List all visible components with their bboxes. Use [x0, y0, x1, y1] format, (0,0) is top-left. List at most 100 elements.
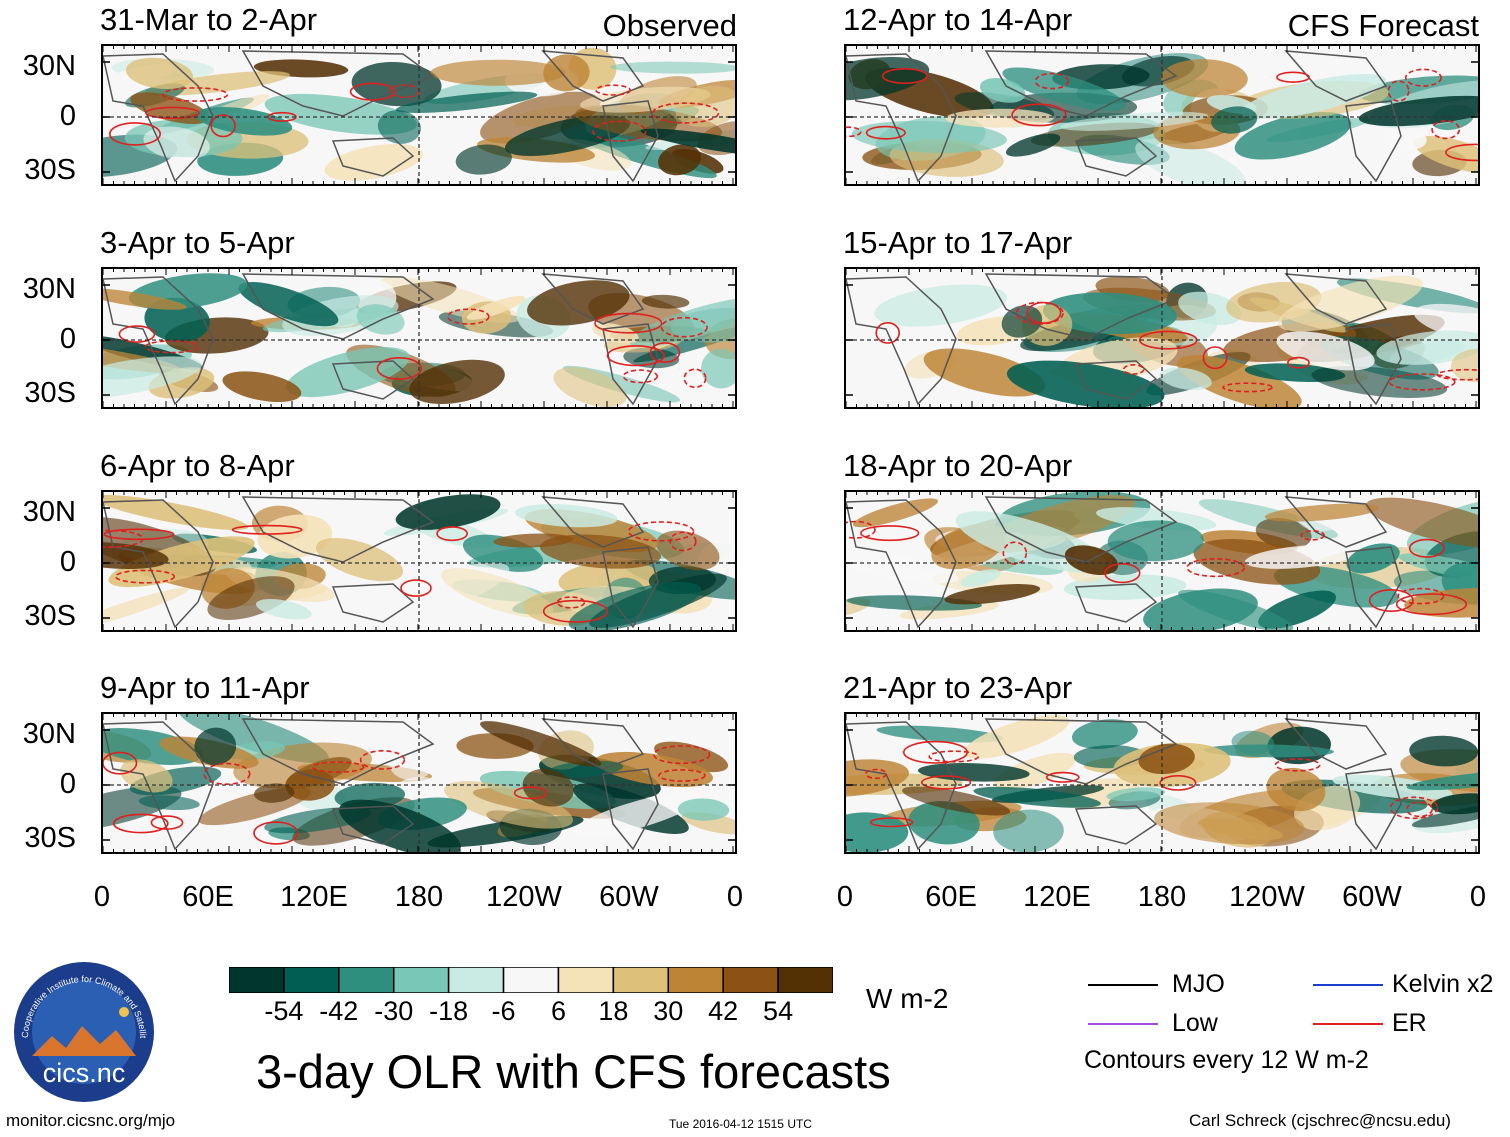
xtick-right-120e: 120E	[1023, 881, 1091, 913]
colorbar-tick-label: 30	[653, 996, 684, 1026]
anomaly-blob	[444, 781, 573, 829]
er-contour	[556, 596, 586, 609]
anomaly-blob	[1276, 331, 1375, 371]
coastline	[984, 273, 1178, 340]
coastline	[1074, 137, 1158, 177]
anomaly-blob	[1240, 73, 1387, 120]
legend-line-low	[1088, 1023, 1158, 1025]
anomaly-blob	[1106, 787, 1166, 802]
xtick-right-180: 180	[1137, 881, 1187, 913]
xtick-left-180: 180	[394, 881, 444, 913]
anomaly-blob	[1413, 136, 1478, 174]
xtick-right-0: 0	[836, 881, 854, 913]
colorbar-swatch	[722, 966, 779, 994]
anomaly-blob	[207, 576, 295, 620]
er-contour	[649, 342, 681, 363]
er-contour	[658, 769, 706, 782]
anomaly-blob	[395, 494, 501, 530]
anomaly-blob	[623, 347, 680, 369]
coastline	[1074, 805, 1158, 845]
forecast-label: CFS Forecast	[1287, 8, 1479, 43]
map-field	[103, 492, 735, 630]
er-contour	[846, 126, 862, 138]
map-field	[103, 714, 735, 852]
er-contour	[881, 67, 928, 84]
er-contour	[660, 316, 708, 338]
anomaly-blob	[539, 534, 662, 569]
anomaly-blob	[522, 768, 574, 807]
anomaly-blob	[1409, 735, 1478, 767]
anomaly-blob	[455, 144, 512, 175]
colorbar-swatch	[667, 966, 724, 994]
er-contour	[400, 579, 432, 597]
er-contour	[150, 815, 184, 830]
er-contour	[1276, 71, 1310, 83]
anomaly-blob	[846, 57, 930, 101]
anomaly-blob	[255, 598, 312, 620]
anomaly-blob	[852, 498, 939, 528]
anomaly-blob	[963, 715, 1070, 759]
anomaly-blob	[1178, 291, 1242, 326]
ytick-0: 0	[59, 768, 76, 800]
anomaly-blob	[874, 284, 1008, 327]
anomaly-blob	[480, 721, 602, 767]
anomaly-blob	[1451, 348, 1478, 383]
anomaly-blob	[254, 783, 295, 803]
er-contour	[921, 775, 972, 790]
coastline	[241, 50, 435, 117]
legend-line-er	[1313, 1023, 1383, 1025]
ytick-0: 0	[59, 323, 76, 355]
map-panel-4	[101, 712, 737, 854]
colorbar-swatch	[502, 966, 560, 994]
legend-line-mjo	[1088, 984, 1158, 986]
anomaly-blob	[1005, 133, 1061, 157]
er-contour	[446, 308, 490, 325]
er-contour	[592, 120, 647, 142]
panel-title-3: 6-Apr to 8-Apr	[100, 448, 295, 483]
anomaly-blob	[973, 786, 1101, 808]
anomaly-blob	[553, 367, 627, 407]
map-panel-5	[844, 44, 1480, 186]
colorbar-tick-label: 54	[763, 996, 794, 1026]
er-contour	[627, 521, 695, 542]
xtick-right-120w: 120W	[1229, 881, 1305, 913]
coastline	[1345, 768, 1402, 851]
er-contour	[1202, 346, 1228, 370]
er-contour	[669, 531, 697, 552]
er-contour	[1368, 589, 1414, 613]
panel-title-4: 9-Apr to 11-Apr	[100, 670, 310, 705]
coastline	[1074, 583, 1158, 623]
anomaly-blob	[1431, 793, 1478, 815]
anomaly-blob	[238, 282, 339, 327]
anomaly-blob	[1002, 67, 1126, 111]
legend-line-kelvin	[1313, 984, 1383, 986]
coastline	[241, 273, 435, 340]
ytick-30s: 30S	[24, 154, 76, 186]
coastline	[1345, 323, 1402, 406]
anomaly-blob	[339, 799, 461, 852]
chart-title: 3-day OLR with CFS forecasts	[256, 1045, 891, 1098]
observed-label: Observed	[602, 8, 737, 43]
coastline	[602, 323, 659, 406]
er-contour	[653, 745, 711, 765]
anomaly-blob	[430, 59, 566, 86]
er-contour	[1274, 758, 1321, 772]
anomaly-blob	[103, 356, 203, 399]
colorbar-swatch	[447, 966, 505, 994]
coastline	[1074, 360, 1158, 400]
coastline	[541, 718, 645, 770]
anomaly-blob	[286, 347, 410, 398]
er-contour	[1397, 587, 1445, 605]
anomaly-blob	[388, 743, 435, 781]
footer-url[interactable]: monitor.cicsnc.org/mjo	[6, 1111, 176, 1130]
coastline	[1345, 100, 1402, 183]
anomaly-blob	[670, 307, 735, 343]
ytick-30n: 30N	[22, 50, 76, 82]
anomaly-blob	[1176, 355, 1302, 407]
map-panel-2	[101, 267, 737, 409]
anomaly-blob	[1278, 275, 1423, 332]
colorbar-units: W m-2	[866, 983, 949, 1014]
anomaly-blob	[103, 288, 187, 310]
anomaly-blob	[1071, 719, 1138, 749]
coastline	[331, 805, 415, 845]
